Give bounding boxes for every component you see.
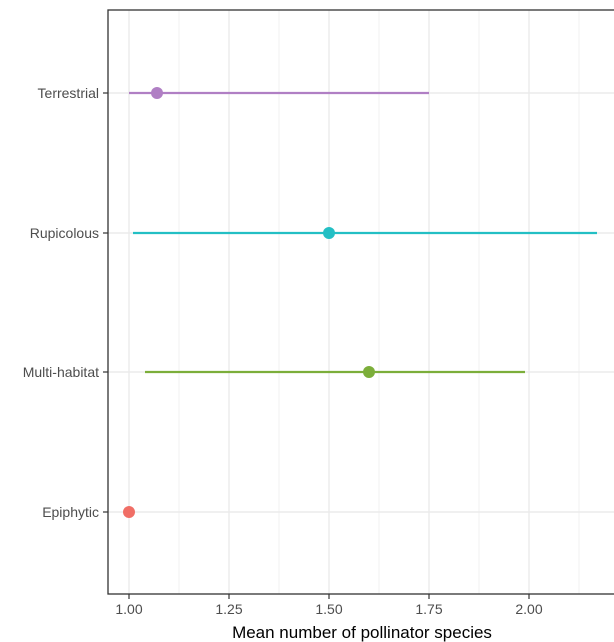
y-tick-label: Multi-habitat — [23, 364, 99, 380]
x-tick-label: 2.00 — [515, 601, 542, 617]
x-tick-label: 1.00 — [115, 601, 142, 617]
x-axis-title: Mean number of pollinator species — [232, 623, 492, 642]
x-axis: 1.00 1.25 1.50 1.75 2.00 — [115, 594, 543, 617]
y-axis: Terrestrial Rupicolous Multi-habitat Epiphy… — [23, 85, 108, 520]
y-tick-label: Rupicolous — [30, 225, 99, 241]
mean-points — [123, 87, 375, 518]
y-tick-label: Epiphytic — [42, 504, 99, 520]
error-bars — [129, 91, 597, 374]
mean-point — [363, 366, 375, 378]
x-tick-label: 1.75 — [415, 601, 442, 617]
y-tick-label: Terrestrial — [38, 85, 99, 101]
panel-border — [107, 9, 614, 595]
x-tick-label: 1.25 — [215, 601, 242, 617]
mean-point — [323, 227, 335, 239]
mean-point — [123, 506, 135, 518]
x-tick-label: 1.50 — [315, 601, 342, 617]
mean-point — [151, 87, 163, 99]
